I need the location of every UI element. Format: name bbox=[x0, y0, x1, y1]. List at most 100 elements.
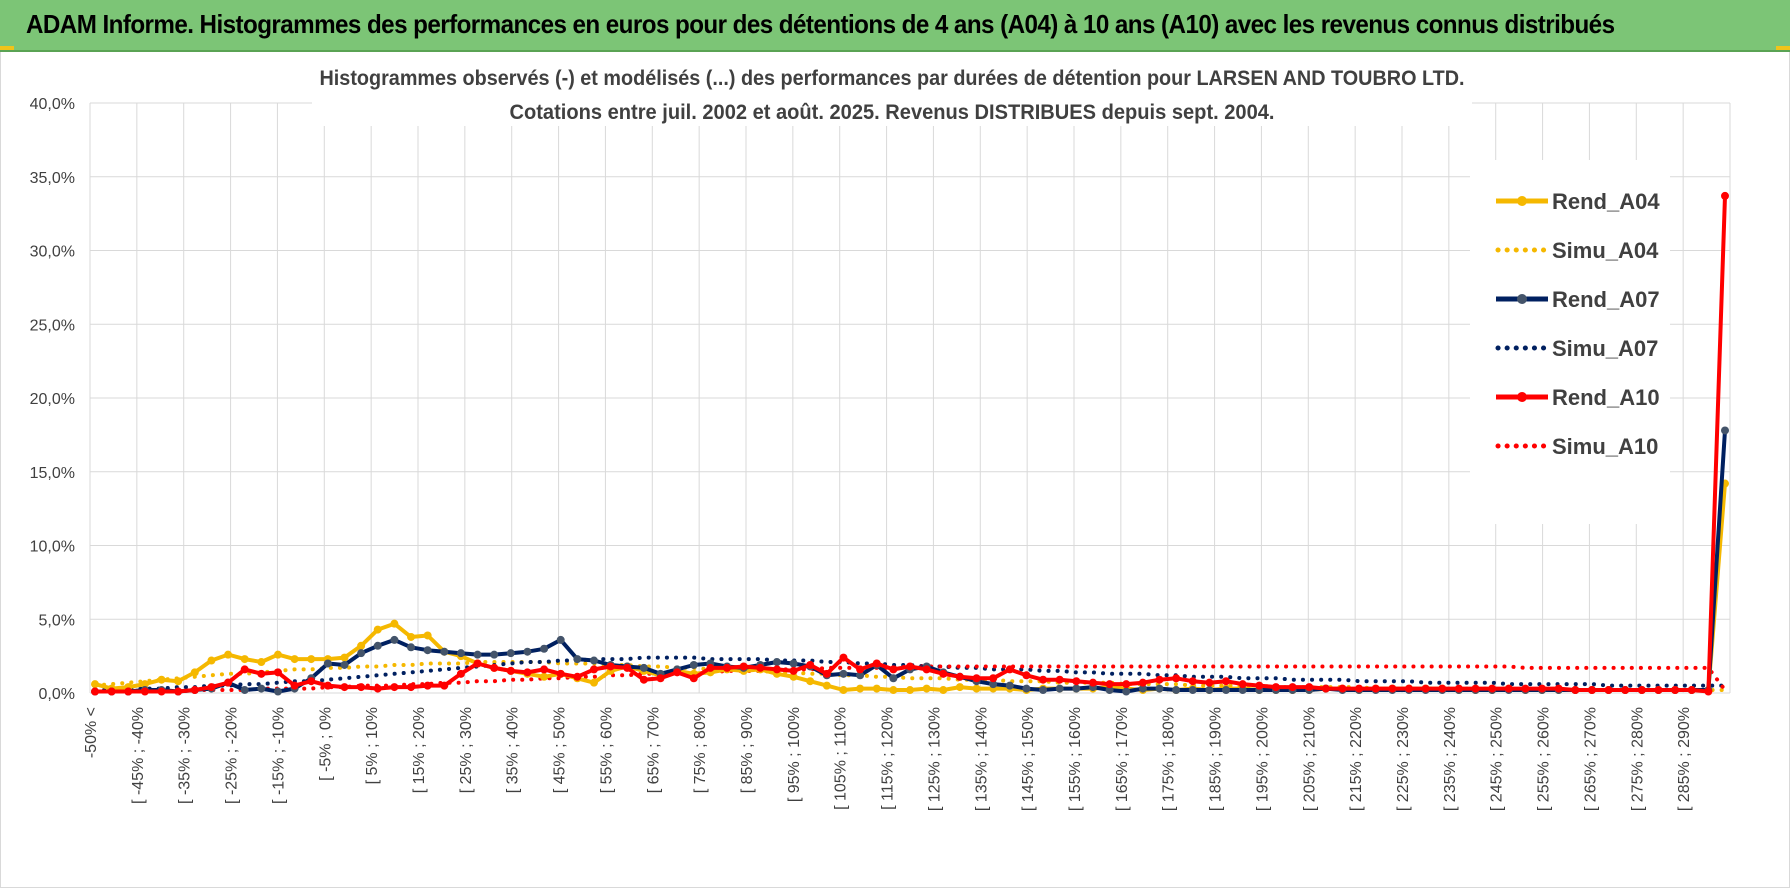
data-point bbox=[257, 684, 266, 693]
data-point bbox=[1122, 687, 1131, 696]
data-point bbox=[224, 650, 233, 659]
data-point bbox=[822, 681, 831, 690]
data-point bbox=[772, 665, 781, 674]
x-tick-label: [ 245% ; 250% bbox=[1489, 707, 1506, 811]
data-point bbox=[556, 635, 565, 644]
data-point bbox=[1005, 681, 1014, 690]
y-axis-ticks: 0,0% 5,0% 10,0% 15,0% 20,0% 25,0% 30,0% 35,0% 40… bbox=[30, 96, 75, 703]
legend: Rend_A04 Simu_A04 Rend_A07 Simu_A07 Rend_A10… bbox=[1495, 189, 1660, 459]
y-tick-label: 30,0% bbox=[30, 244, 75, 261]
x-tick-label: [ 175% ; 180% bbox=[1161, 707, 1178, 811]
data-point bbox=[1222, 677, 1231, 686]
data-point bbox=[922, 684, 931, 693]
data-point bbox=[1205, 678, 1214, 687]
x-tick-label: [ 195% ; 200% bbox=[1254, 707, 1271, 811]
data-point bbox=[639, 675, 648, 684]
legend-marker bbox=[1517, 196, 1527, 206]
data-point bbox=[856, 665, 865, 674]
y-tick-label: 35,0% bbox=[30, 170, 75, 187]
chart-subtitle: Cotations entre juil. 2002 et août. 2025… bbox=[510, 101, 1275, 124]
x-tick-label: [ 55% ; 60% bbox=[598, 707, 615, 793]
data-point bbox=[506, 666, 515, 675]
data-point bbox=[523, 668, 532, 677]
x-tick-label: [ -25% ; -20% bbox=[224, 707, 241, 804]
x-tick-label: [ 75% ; 80% bbox=[692, 707, 709, 793]
data-point bbox=[839, 686, 848, 695]
data-point bbox=[440, 681, 449, 690]
data-point bbox=[1022, 671, 1031, 680]
x-axis-ticks: -50% < [ -45% ; -40% [ -35% ; -30% [ -25% ;… bbox=[83, 707, 1693, 811]
data-point bbox=[806, 677, 815, 686]
data-point bbox=[1039, 675, 1048, 684]
data-point bbox=[1005, 665, 1014, 674]
data-point bbox=[456, 669, 465, 678]
y-tick-label: 10,0% bbox=[30, 539, 75, 556]
data-point bbox=[955, 683, 964, 692]
data-point bbox=[706, 663, 715, 672]
y-tick-label: 20,0% bbox=[30, 391, 75, 408]
data-point bbox=[423, 631, 432, 640]
banner-title: ADAM Informe. Histogrammes des performan… bbox=[26, 9, 1615, 39]
data-point bbox=[1155, 684, 1164, 693]
banner: ADAM Informe. Histogrammes des performan… bbox=[0, 0, 1790, 52]
data-point bbox=[1088, 678, 1097, 687]
x-tick-label: [ 135% ; 140% bbox=[973, 707, 990, 811]
legend-label: Simu_A10 bbox=[1552, 434, 1658, 459]
data-point bbox=[91, 687, 99, 696]
data-point bbox=[323, 681, 332, 690]
data-point bbox=[1521, 684, 1530, 693]
data-point bbox=[440, 647, 449, 656]
x-tick-label: [ 85% ; 90% bbox=[739, 707, 756, 793]
data-point bbox=[340, 660, 349, 669]
data-point bbox=[1105, 680, 1114, 689]
legend-label: Rend_A04 bbox=[1552, 189, 1660, 214]
data-point bbox=[1022, 684, 1031, 693]
data-point bbox=[490, 650, 499, 659]
x-tick-label: [ 5% ; 10% bbox=[364, 707, 381, 784]
data-point bbox=[1055, 675, 1064, 684]
data-point bbox=[1704, 687, 1713, 696]
data-point bbox=[1454, 684, 1463, 693]
data-point bbox=[1072, 677, 1081, 686]
data-point bbox=[273, 650, 282, 659]
data-point bbox=[1438, 684, 1447, 693]
data-point bbox=[224, 678, 233, 687]
data-point bbox=[1222, 686, 1231, 695]
data-point bbox=[390, 619, 399, 628]
data-point bbox=[789, 659, 798, 668]
data-point bbox=[307, 677, 316, 686]
data-point bbox=[623, 663, 632, 672]
data-point bbox=[1388, 684, 1397, 693]
data-point bbox=[423, 681, 432, 690]
data-point bbox=[1305, 683, 1314, 692]
y-tick-label: 5,0% bbox=[39, 612, 75, 629]
data-point bbox=[673, 668, 682, 677]
x-tick-label: [ 125% ; 130% bbox=[926, 707, 943, 811]
data-point bbox=[639, 663, 648, 672]
data-point bbox=[1105, 686, 1114, 695]
data-point bbox=[789, 666, 798, 675]
data-point bbox=[140, 680, 149, 689]
data-point bbox=[772, 658, 781, 667]
y-tick-label: 0,0% bbox=[39, 686, 75, 703]
x-tick-label: [ 275% ; 280% bbox=[1629, 707, 1646, 811]
data-point bbox=[1039, 686, 1048, 695]
data-point bbox=[689, 660, 698, 669]
data-point bbox=[257, 669, 266, 678]
data-point bbox=[1072, 684, 1081, 693]
data-point bbox=[1671, 686, 1680, 695]
data-point bbox=[124, 687, 133, 696]
data-point bbox=[989, 680, 998, 689]
data-point bbox=[340, 683, 349, 692]
x-tick-label: [ 35% ; 40% bbox=[505, 707, 522, 793]
x-tick-label: [ 15% ; 20% bbox=[411, 707, 428, 793]
data-point bbox=[789, 672, 798, 681]
data-point bbox=[540, 665, 549, 674]
data-point bbox=[506, 649, 515, 658]
data-point bbox=[190, 668, 199, 677]
data-point bbox=[822, 669, 831, 678]
data-point bbox=[1321, 684, 1330, 693]
data-point bbox=[1404, 684, 1413, 693]
data-point bbox=[140, 687, 149, 696]
legend-marker bbox=[1517, 294, 1527, 304]
